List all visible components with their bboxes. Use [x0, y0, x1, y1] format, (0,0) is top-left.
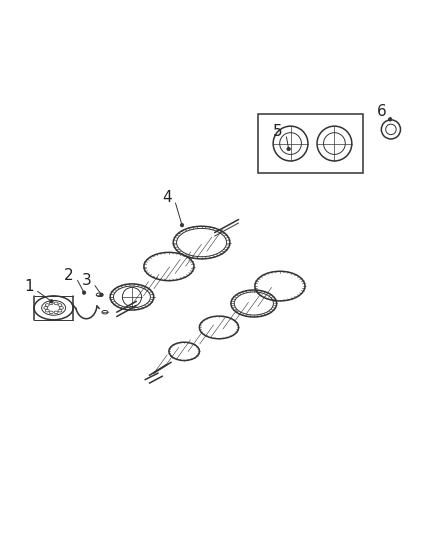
Text: 2: 2 — [64, 268, 74, 282]
Bar — [258, 114, 363, 173]
Text: 6: 6 — [377, 104, 387, 119]
Circle shape — [389, 118, 392, 121]
Text: 1: 1 — [24, 279, 34, 294]
Text: 5: 5 — [273, 124, 283, 139]
Circle shape — [100, 293, 103, 296]
Circle shape — [287, 147, 290, 151]
Text: 3: 3 — [81, 273, 91, 288]
Circle shape — [82, 291, 86, 294]
Text: 4: 4 — [162, 190, 172, 205]
Circle shape — [49, 300, 53, 303]
Circle shape — [180, 223, 184, 227]
